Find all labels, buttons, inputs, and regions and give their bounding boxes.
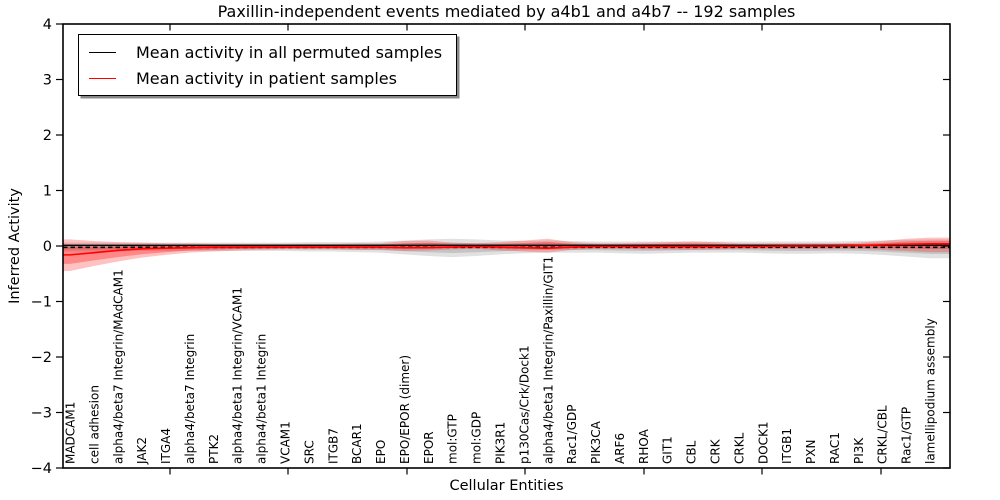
- y-axis-label: Inferred Activity: [7, 188, 23, 304]
- x-entity-label: Rac1/GDP: [565, 405, 579, 464]
- y-tick-label: −3: [31, 406, 52, 422]
- x-entity-label: PIK3CA: [589, 420, 603, 464]
- y-tick-label: 0: [43, 239, 52, 255]
- x-entity-label: PXN: [804, 440, 818, 464]
- x-entity-label: alpha4/beta7 Integrin: [183, 334, 197, 464]
- band-permuted-outer: [63, 238, 950, 259]
- line-patient-mean: [63, 242, 950, 256]
- y-ticks: [56, 23, 950, 469]
- x-entity-label: alpha4/beta7 Integrin/MAdCAM1: [111, 269, 125, 464]
- x-entity-label: ITGB1: [780, 428, 794, 464]
- x-entity-label: Rac1/GTP: [900, 407, 914, 464]
- x-entity-label: EPOR: [422, 431, 436, 464]
- x-entity-label: mol:GTP: [446, 414, 460, 464]
- y-tick-label: −1: [31, 295, 52, 311]
- x-entity-label: MADCAM1: [64, 402, 78, 464]
- x-entity-label: ARF6: [613, 433, 627, 464]
- x-entity-label: lamellipodium assembly: [924, 318, 938, 464]
- x-entity-label: VCAM1: [279, 421, 293, 464]
- x-entity-label: CRKL/CBL: [876, 405, 890, 464]
- y-tick-label: 2: [43, 128, 52, 144]
- x-entity-label: alpha4/beta1 Integrin: [255, 334, 269, 464]
- y-tick-label: −2: [31, 350, 52, 366]
- x-entity-label: DOCK1: [756, 421, 770, 464]
- legend: Mean activity in all permuted samples Me…: [78, 34, 458, 96]
- x-entity-label: mol:GDP: [470, 412, 484, 464]
- x-entity-label: BCAR1: [350, 423, 364, 464]
- x-entity-label: JAK2: [135, 437, 149, 465]
- x-entity-label: PTK2: [207, 434, 221, 464]
- x-entity-label: ITGA4: [159, 428, 173, 464]
- x-entity-label: EPO/EPOR (dimer): [398, 355, 412, 464]
- y-tick-labels: 4 3 2 1 0 −1 −2 −3 −4: [31, 17, 52, 477]
- patient-line-swatch: [89, 77, 116, 79]
- x-entity-label: EPO: [374, 440, 388, 464]
- x-entity-label: SRC: [302, 440, 316, 464]
- x-axis-label: Cellular Entities: [449, 478, 564, 494]
- legend-entry-patient: Mean activity in patient samples: [89, 69, 442, 88]
- x-entity-label: RHOA: [637, 428, 651, 464]
- x-entity-label: p130Cas/Crk/Dock1: [517, 345, 531, 464]
- x-entity-label: alpha4/beta1 Integrin/VCAM1: [231, 287, 245, 464]
- y-tick-label: 4: [43, 17, 52, 33]
- legend-entry-permuted: Mean activity in all permuted samples: [89, 43, 442, 62]
- x-entity-label: CRK: [709, 438, 723, 464]
- chart-title: Paxillin-independent events mediated by …: [217, 2, 796, 21]
- x-entity-label: PIK3R1: [494, 422, 508, 464]
- x-entity-label: ITGB7: [326, 428, 340, 464]
- x-entity-label: alpha4/beta1 Integrin/Paxillin/GIT1: [541, 256, 555, 464]
- x-entity-label: cell adhesion: [87, 385, 101, 464]
- y-tick-label: −4: [31, 461, 52, 477]
- legend-label-patient: Mean activity in patient samples: [136, 68, 397, 88]
- permuted-line-swatch: [89, 51, 116, 53]
- x-entity-labels: MADCAM1 cell adhesion alpha4/beta7 Integri…: [64, 256, 938, 465]
- y-tick-label: 3: [43, 73, 52, 89]
- x-entity-label: GIT1: [661, 436, 675, 464]
- y-tick-label: 1: [43, 184, 52, 200]
- x-entity-label: CRKL: [732, 432, 746, 464]
- x-entity-label: RAC1: [828, 432, 842, 464]
- x-entity-label: CBL: [685, 440, 699, 464]
- x-entity-label: PI3K: [852, 437, 866, 464]
- x-ticks: [169, 24, 882, 475]
- legend-label-permuted: Mean activity in all permuted samples: [136, 42, 443, 62]
